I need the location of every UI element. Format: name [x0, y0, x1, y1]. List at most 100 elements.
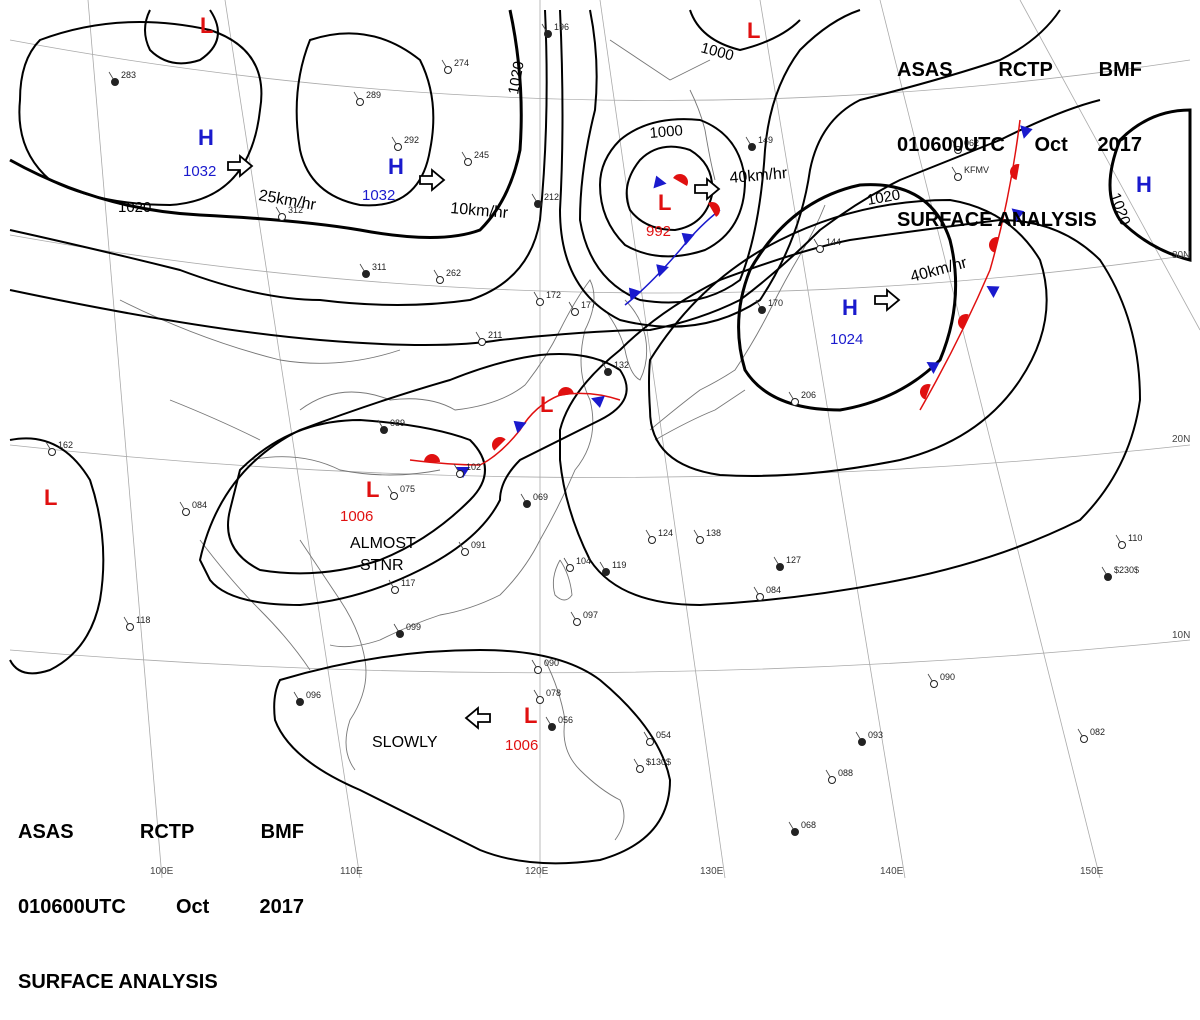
warm-front-semicircle	[673, 174, 688, 186]
station-circle	[646, 738, 654, 746]
station-circle	[573, 618, 581, 626]
station-value: 096	[306, 690, 321, 700]
station-value: 311	[372, 262, 386, 272]
front-symbols	[424, 125, 1033, 478]
station-plot: 097	[570, 610, 598, 626]
border-2	[169, 399, 261, 441]
station-plot: 084	[753, 585, 781, 601]
station-circle	[296, 698, 304, 706]
station-plot: 088	[825, 768, 853, 784]
parallel-20n	[9, 444, 1191, 478]
station-value: 138	[706, 528, 721, 538]
station-circle	[436, 276, 444, 284]
station-plot: 138	[693, 528, 721, 544]
station-value: 127	[786, 555, 801, 565]
station-plot: 084	[179, 500, 207, 516]
river-mekong	[199, 539, 311, 671]
warm-front-semicircle	[558, 387, 574, 397]
low-center-symbol: L	[747, 18, 760, 43]
isobar-south-low	[273, 648, 672, 865]
station-value: 099	[406, 622, 421, 632]
header-time: 010600UTC	[897, 134, 1005, 156]
station-plot: 206	[788, 390, 816, 406]
lon-label-120e: 120E	[525, 866, 549, 877]
station-circle	[636, 765, 644, 773]
station-circle	[548, 723, 556, 731]
station-circle	[362, 270, 370, 278]
motion-label-40kmhr-a: 40km/hr	[729, 165, 789, 187]
station-circle	[1104, 573, 1112, 581]
station-plot: $230$	[1101, 565, 1139, 581]
station-circle	[791, 398, 799, 406]
isobar-low-1006-ring-outer	[198, 353, 628, 607]
motion-label-slowly: SLOWLY	[372, 734, 438, 751]
station-circle	[48, 448, 56, 456]
header-bottom-line1: ASAS RCTP BMF	[18, 820, 304, 845]
low-center-symbol: L	[658, 190, 671, 215]
isobar-outer-north	[9, 9, 548, 306]
cold-front-triangle	[986, 285, 1000, 299]
station-value: KFMV	[964, 165, 989, 175]
meridian-160e	[1019, 0, 1200, 331]
header-bottom-line2: 010600UTC Oct 2017	[18, 895, 304, 920]
station-plot: 078	[533, 688, 561, 704]
meridian-150e	[879, 0, 1101, 878]
station-plot: 170	[755, 298, 783, 314]
warm-front-semicircle	[708, 202, 720, 217]
station-circle	[111, 78, 119, 86]
station-circle	[696, 536, 704, 544]
lon-label-150e: 150E	[1080, 866, 1104, 877]
station-value: 090	[940, 672, 955, 682]
station-circle	[380, 426, 388, 434]
isobar-1020-h3	[737, 183, 958, 412]
station-circle	[444, 66, 452, 74]
station-circle	[390, 492, 398, 500]
station-plot: 162	[45, 440, 73, 456]
station-plot: 099	[393, 622, 421, 638]
coastlines	[119, 39, 826, 841]
station-value: 097	[583, 610, 598, 620]
station-circle	[791, 828, 799, 836]
high-center-symbol: H	[1136, 172, 1152, 197]
station-value: 091	[471, 540, 486, 550]
header-title: SURFACE ANALYSIS	[897, 209, 1097, 231]
low-center-pressure: 992	[646, 223, 671, 240]
station-plot: 068	[788, 820, 816, 836]
station-plot: 262	[433, 268, 461, 284]
station-plot: 110	[1115, 533, 1142, 549]
station-circle	[126, 623, 134, 631]
station-circle	[571, 308, 579, 316]
station-value: 110	[1128, 533, 1142, 543]
station-value: 102	[466, 462, 481, 472]
station-plot: 172	[533, 290, 561, 306]
header-time-2: 010600UTC	[18, 896, 126, 918]
cold-front-triangle	[653, 175, 667, 189]
high-center-symbol: H	[198, 125, 214, 150]
station-circle	[602, 568, 610, 576]
lat-label-10n: 10N	[1172, 630, 1190, 641]
motion-arrow-low992	[694, 177, 721, 201]
cold-front-triangle	[656, 264, 669, 277]
station-plot: 149	[745, 135, 773, 151]
station-value: 090	[544, 658, 559, 668]
isobar-west-low	[9, 437, 105, 675]
station-circle	[930, 680, 938, 688]
station-value: 212	[544, 192, 559, 202]
high-center-pressure: 1024	[830, 331, 863, 348]
lon-label-100e: 100E	[150, 866, 174, 877]
isobar-low-992-2	[598, 118, 747, 258]
station-plot: 292	[391, 135, 419, 151]
meridian-100e	[87, 0, 163, 878]
station-plot: 104	[563, 556, 591, 572]
station-value: 088	[838, 768, 853, 778]
isobar-h1-ring	[18, 21, 263, 207]
station-plot: 075	[387, 484, 415, 500]
station-circle	[776, 563, 784, 571]
parallel-10n	[9, 639, 1191, 674]
header-product-2: ASAS	[18, 821, 74, 843]
station-value: 084	[192, 500, 207, 510]
isobar-1016-h3	[648, 198, 1048, 477]
station-circle	[604, 368, 612, 376]
station-value: 262	[446, 268, 461, 278]
